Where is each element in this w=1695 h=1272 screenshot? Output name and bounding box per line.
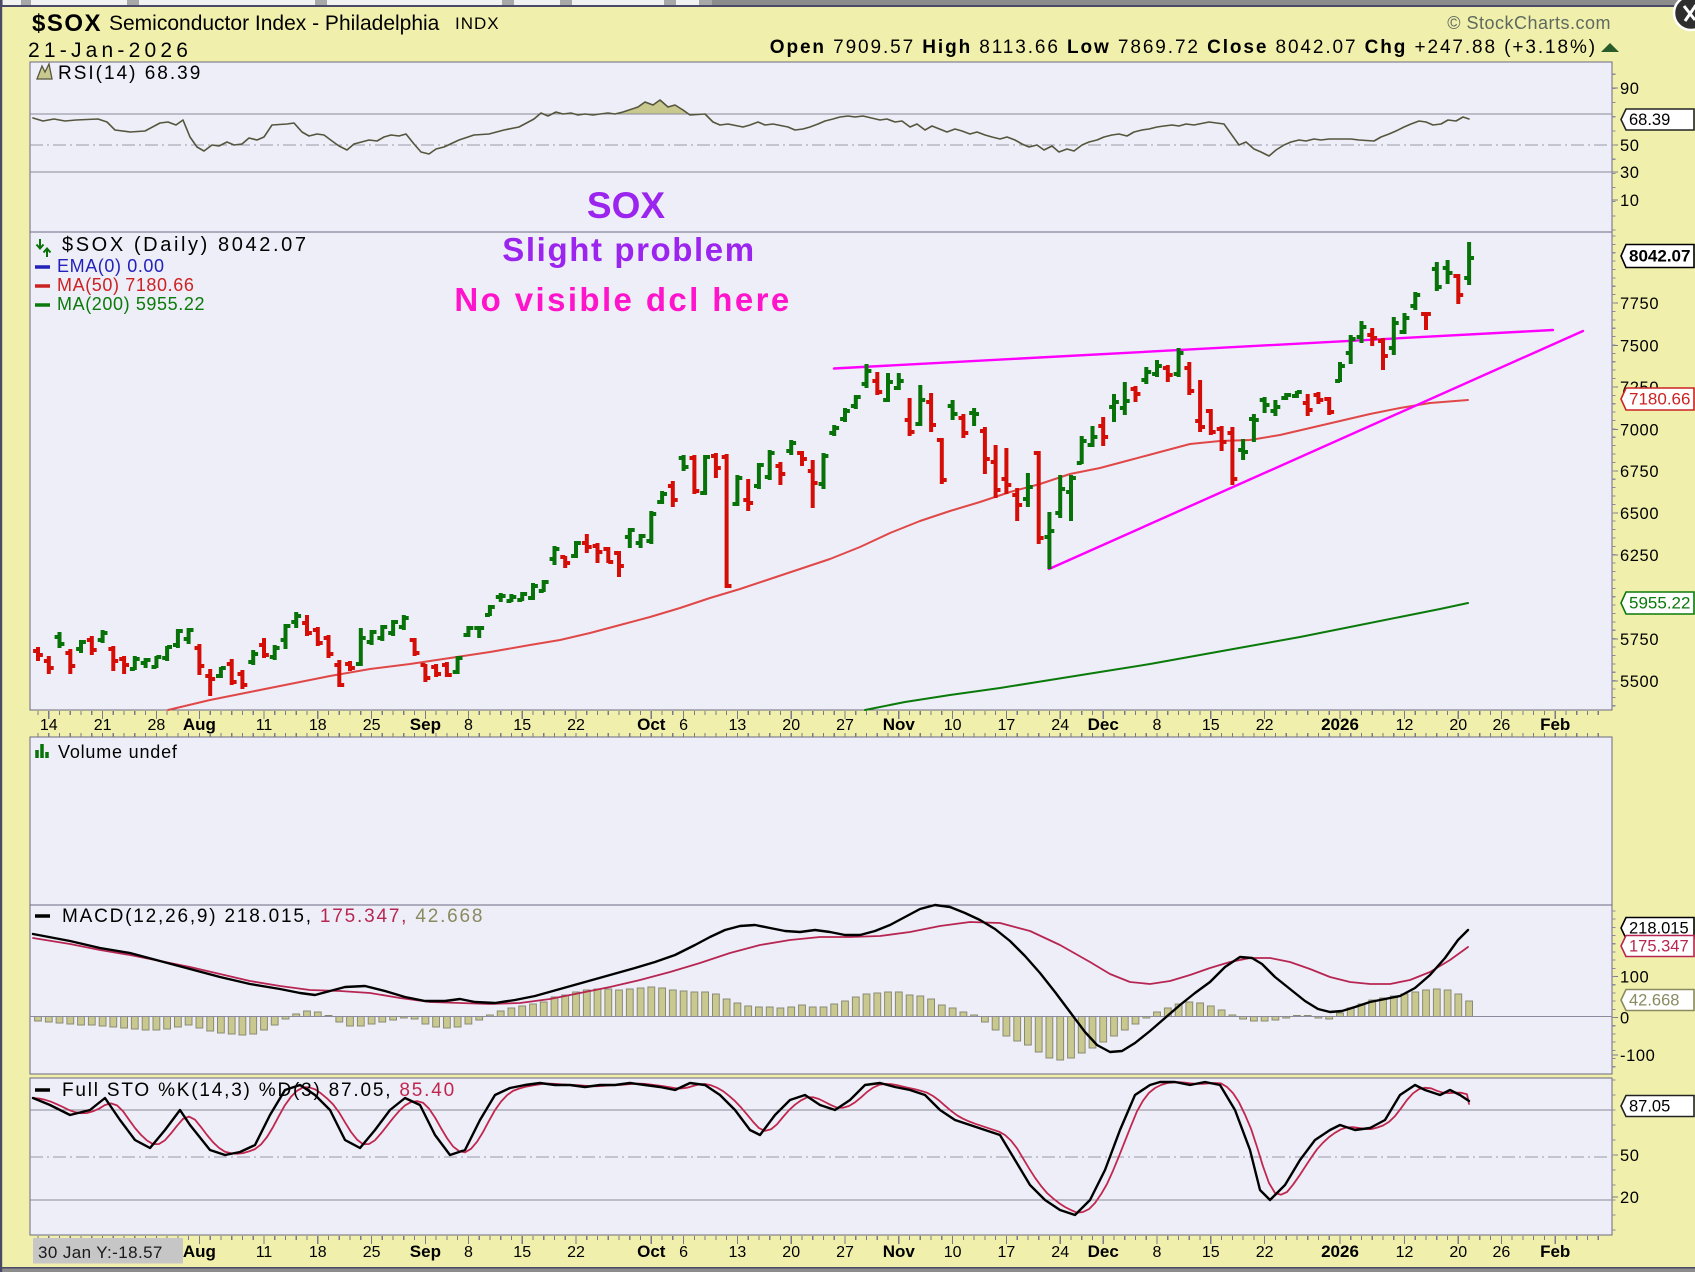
svg-text:Aug: Aug — [183, 715, 216, 734]
svg-text:5500: 5500 — [1620, 673, 1659, 691]
svg-text:Oct: Oct — [637, 1242, 666, 1261]
svg-text:10: 10 — [944, 1244, 962, 1261]
svg-text:No visible dcl here: No visible dcl here — [454, 281, 791, 318]
svg-text:27: 27 — [836, 1244, 854, 1261]
svg-text:7180.66: 7180.66 — [1629, 390, 1690, 409]
svg-text:INDX: INDX — [455, 14, 500, 33]
svg-text:28: 28 — [148, 717, 166, 734]
svg-text:2026: 2026 — [1321, 715, 1359, 734]
svg-text:8: 8 — [464, 1244, 473, 1261]
svg-text:Full STO %K(14,3) %D(3) 87.05,: Full STO %K(14,3) %D(3) 87.05, 85.40 — [62, 1080, 456, 1101]
svg-text:6750: 6750 — [1620, 463, 1659, 481]
svg-text:22: 22 — [567, 717, 585, 734]
svg-text:6500: 6500 — [1620, 505, 1659, 523]
svg-text:14: 14 — [40, 717, 58, 734]
svg-text:26: 26 — [1493, 1244, 1511, 1261]
svg-text:15: 15 — [1202, 717, 1220, 734]
svg-text:7000: 7000 — [1620, 422, 1659, 440]
svg-text:13: 13 — [729, 717, 747, 734]
svg-text:Dec: Dec — [1088, 1242, 1119, 1261]
svg-text:10: 10 — [944, 717, 962, 734]
svg-text:Dec: Dec — [1088, 715, 1119, 734]
svg-text:24: 24 — [1051, 717, 1069, 734]
svg-text:20: 20 — [1620, 1189, 1640, 1207]
svg-text:$SOX: $SOX — [32, 10, 102, 37]
svg-text:15: 15 — [513, 1244, 531, 1261]
svg-text:7750: 7750 — [1620, 295, 1659, 313]
svg-text:2026: 2026 — [1321, 1242, 1359, 1261]
svg-text:EMA(0) 0.00: EMA(0) 0.00 — [57, 256, 165, 276]
svg-text:17: 17 — [998, 1244, 1016, 1261]
svg-text:MA(200) 5955.22: MA(200) 5955.22 — [57, 294, 205, 314]
svg-text:42.668: 42.668 — [1629, 992, 1679, 1010]
svg-text:30: 30 — [1620, 164, 1640, 182]
svg-text:Oct: Oct — [637, 715, 666, 734]
svg-text:5750: 5750 — [1620, 631, 1659, 649]
svg-text:12: 12 — [1396, 1244, 1414, 1261]
svg-text:20: 20 — [1449, 1244, 1467, 1261]
svg-text:18: 18 — [309, 717, 327, 734]
svg-text:21: 21 — [94, 717, 112, 734]
svg-text:50: 50 — [1620, 1147, 1640, 1165]
svg-text:Sep: Sep — [410, 1242, 441, 1261]
svg-text:25: 25 — [363, 1244, 381, 1261]
svg-text:175.347: 175.347 — [1629, 938, 1689, 956]
svg-text:0: 0 — [1620, 1010, 1630, 1028]
svg-text:Semiconductor Index - Philadel: Semiconductor Index - Philadelphia — [109, 12, 440, 35]
svg-text:$SOX (Daily) 8042.07: $SOX (Daily) 8042.07 — [62, 234, 309, 256]
svg-text:Open 7909.57 High 8113.66 Low: Open 7909.57 High 8113.66 Low 7869.72 Cl… — [770, 37, 1597, 58]
svg-text:24: 24 — [1051, 1244, 1069, 1261]
svg-text:6: 6 — [679, 717, 688, 734]
svg-text:7500: 7500 — [1620, 338, 1659, 356]
svg-text:18: 18 — [309, 1244, 327, 1261]
svg-text:68.39: 68.39 — [1629, 111, 1670, 129]
svg-text:8042.07: 8042.07 — [1629, 247, 1690, 266]
svg-text:Feb: Feb — [1540, 1242, 1570, 1261]
svg-text:20: 20 — [782, 717, 800, 734]
svg-text:8: 8 — [464, 717, 473, 734]
svg-text:MA(50) 7180.66: MA(50) 7180.66 — [57, 275, 194, 295]
svg-text:100: 100 — [1620, 969, 1649, 987]
svg-text:21-Jan-2026: 21-Jan-2026 — [28, 39, 192, 62]
svg-text:26: 26 — [1493, 717, 1511, 734]
svg-text:SOX: SOX — [587, 185, 665, 226]
svg-text:Aug: Aug — [183, 1242, 216, 1261]
svg-text:Feb: Feb — [1540, 715, 1570, 734]
svg-text:50: 50 — [1620, 137, 1640, 155]
svg-text:12: 12 — [1396, 717, 1414, 734]
svg-text:Sep: Sep — [410, 715, 441, 734]
svg-text:17: 17 — [998, 717, 1016, 734]
svg-text:22: 22 — [567, 1244, 585, 1261]
svg-text:5955.22: 5955.22 — [1629, 594, 1690, 613]
svg-text:RSI(14) 68.39: RSI(14) 68.39 — [58, 63, 202, 84]
svg-text:-100: -100 — [1620, 1047, 1655, 1065]
svg-text:8: 8 — [1153, 717, 1162, 734]
svg-text:15: 15 — [1202, 1244, 1220, 1261]
svg-text:22: 22 — [1256, 717, 1274, 734]
svg-text:15: 15 — [513, 717, 531, 734]
svg-text:27: 27 — [836, 717, 854, 734]
svg-text:Nov: Nov — [883, 1242, 916, 1261]
svg-text:Nov: Nov — [883, 715, 916, 734]
svg-text:25: 25 — [363, 717, 381, 734]
svg-text:30 Jan Y:-18.57: 30 Jan Y:-18.57 — [38, 1243, 163, 1262]
svg-text:20: 20 — [782, 1244, 800, 1261]
svg-text:MACD(12,26,9) 218.015, 175.347: MACD(12,26,9) 218.015, 175.347, 42.668 — [62, 906, 484, 927]
svg-text:© StockCharts.com: © StockCharts.com — [1447, 13, 1611, 33]
svg-text:13: 13 — [729, 1244, 747, 1261]
svg-text:Volume undef: Volume undef — [58, 742, 178, 762]
svg-text:11: 11 — [256, 717, 273, 734]
svg-text:Slight problem: Slight problem — [502, 231, 755, 268]
svg-text:22: 22 — [1256, 1244, 1274, 1261]
svg-text:6: 6 — [679, 1244, 688, 1261]
svg-text:90: 90 — [1620, 80, 1640, 98]
svg-text:87.05: 87.05 — [1629, 1098, 1670, 1116]
svg-text:6250: 6250 — [1620, 547, 1659, 565]
svg-text:8: 8 — [1153, 1244, 1162, 1261]
svg-text:11: 11 — [256, 1244, 273, 1261]
svg-text:218.015: 218.015 — [1629, 920, 1689, 938]
svg-text:10: 10 — [1620, 192, 1640, 210]
svg-text:20: 20 — [1449, 717, 1467, 734]
